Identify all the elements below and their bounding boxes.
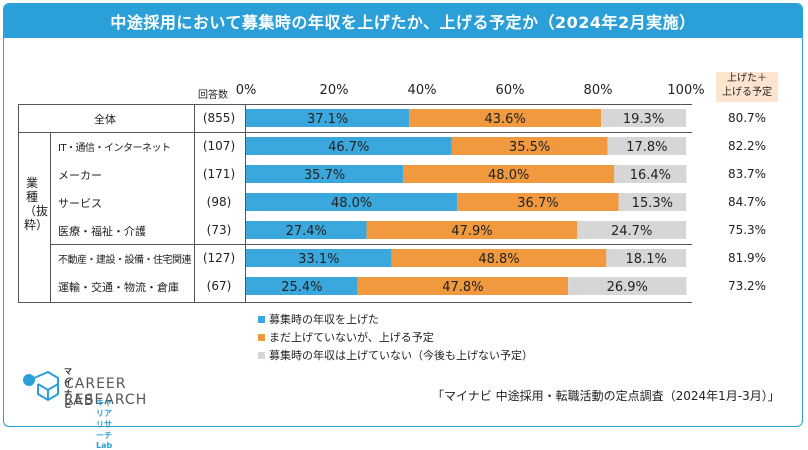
category-label: 運輸・交通・物流・倉庫 [58,281,179,294]
bar-segment [246,165,404,183]
lab-logo-icon [23,370,59,402]
bar-segment [246,109,410,127]
bar-data-label: 17.8% [626,140,667,155]
bar-data-label: 48.8% [478,252,519,267]
response-count: (171) [202,167,236,181]
bar-data-label: 48.0% [331,196,372,211]
bar-segment [246,277,358,295]
bar-segment [246,221,367,239]
legend-label: まだ上げていないが、上げる予定 [269,331,434,344]
bar-segment [607,137,686,155]
bar-segment [246,249,392,267]
bar-data-label: 48.0% [488,168,529,183]
response-count: (67) [206,279,232,293]
response-count: (127) [202,251,236,265]
x-tick-label: 100% [667,83,705,98]
legend-swatch [258,333,265,341]
bar-data-label: 35.7% [304,168,345,183]
sum-header-line1: 上げた＋ [727,73,767,84]
bar-data-label: 19.3% [623,112,664,127]
category-label: サービス [58,197,102,210]
bar-data-label: 47.8% [442,280,483,295]
bar-segment [606,249,686,267]
bar-segment [618,193,686,211]
legend-item: 募集時の年収を上げた [258,311,379,327]
bar-segment [568,277,687,295]
legend-item: まだ上げていないが、上げる予定 [258,329,434,345]
sum-value: 82.2% [727,139,767,153]
logo-sub: キャリアリサーチLab [96,398,113,450]
response-count: (855) [202,111,236,125]
sum-value: 80.7% [727,111,767,125]
x-tick-label: 0% [235,83,257,98]
table-left-line [18,104,19,302]
legend-label: 募集時の年収を上げた [269,313,379,326]
axis-zero-line [245,104,246,302]
sum-value: 75.3% [727,223,767,237]
x-tick-label: 60% [495,83,525,98]
bar-data-label: 37.1% [307,112,348,127]
sum-value: 73.2% [727,279,767,293]
bar-segment [357,277,569,295]
bar-segment [457,193,619,211]
sum-value: 84.7% [727,195,767,209]
chart-title: 中途採用において募集時の年収を上げたか、上げる予定か（2024年2月実施） [4,4,802,38]
bar-segment [601,109,686,127]
bar-data-label: 33.1% [298,252,339,267]
chart-frame [3,3,803,427]
bar-data-label: 15.3% [632,196,673,211]
group-divider-line [50,132,51,302]
x-tick-label: 20% [319,83,349,98]
logo-brand: マイナビ [64,367,72,409]
table-divider-2 [50,244,692,245]
responses-header: 回答数 [198,90,228,101]
bar-segment [577,221,686,239]
bar-data-label: 18.1% [626,252,667,267]
bar-segment [366,221,578,239]
legend-item: 募集時の年収は上げていない（今後も上げない予定） [258,347,533,363]
bar-data-label: 43.6% [485,112,526,127]
bar-segment [409,109,602,127]
sum-header: 上げた＋ 上げる予定 [716,72,778,102]
bar-data-label: 24.7% [611,224,652,239]
x-tick-label: 80% [583,83,613,98]
table-top-line [18,104,692,105]
legend-swatch [258,315,265,323]
category-label: IT・通信・インターネット [58,143,171,154]
sum-value: 83.7% [727,167,767,181]
category-divider-line [194,104,195,302]
bar-segment [246,193,458,211]
stacked-bars: 37.1% 43.6% 19.3% 46.7% 35.5% 17.8% 35.7% 48.0%… [246,109,687,295]
response-count: (107) [202,139,236,153]
bar-segment [246,137,452,155]
bar-data-label: 16.4% [630,168,671,183]
bar-segment [451,137,608,155]
bar-segment [403,165,615,183]
category-label: 医療・福祉・介護 [58,225,146,238]
response-count: (73) [206,223,232,237]
bar-segment [614,165,687,183]
logo-line1: CAREER RESEARCH [64,376,148,408]
bar-data-label: 27.4% [286,224,327,239]
table-bottom-line [18,302,692,303]
source-note: 「マイナビ 中途採用・転職活動の定点調査（2024年1月-3月）」 [432,389,780,403]
bar-data-label: 26.9% [607,280,648,295]
category-label: 全体 [94,113,116,126]
bar-data-label: 46.7% [328,140,369,155]
bar-segment [391,249,607,267]
legend-label: 募集時の年収は上げていない（今後も上げない予定） [269,349,533,362]
category-label: メーカー [58,169,102,182]
logo-line2: LAB [64,393,95,409]
legend-swatch [258,351,265,359]
category-label: 不動産・建設・設備・住宅関連 [58,255,192,266]
response-count: (98) [206,195,232,209]
sum-value: 81.9% [727,251,767,265]
bar-data-label: 35.5% [509,140,550,155]
sum-header-line2: 上げる予定 [722,87,772,98]
x-tick-label: 40% [407,83,437,98]
table-divider-1 [18,132,692,133]
bar-data-label: 36.7% [517,196,558,211]
bar-data-label: 25.4% [281,280,322,295]
bar-data-label: 47.9% [451,224,492,239]
